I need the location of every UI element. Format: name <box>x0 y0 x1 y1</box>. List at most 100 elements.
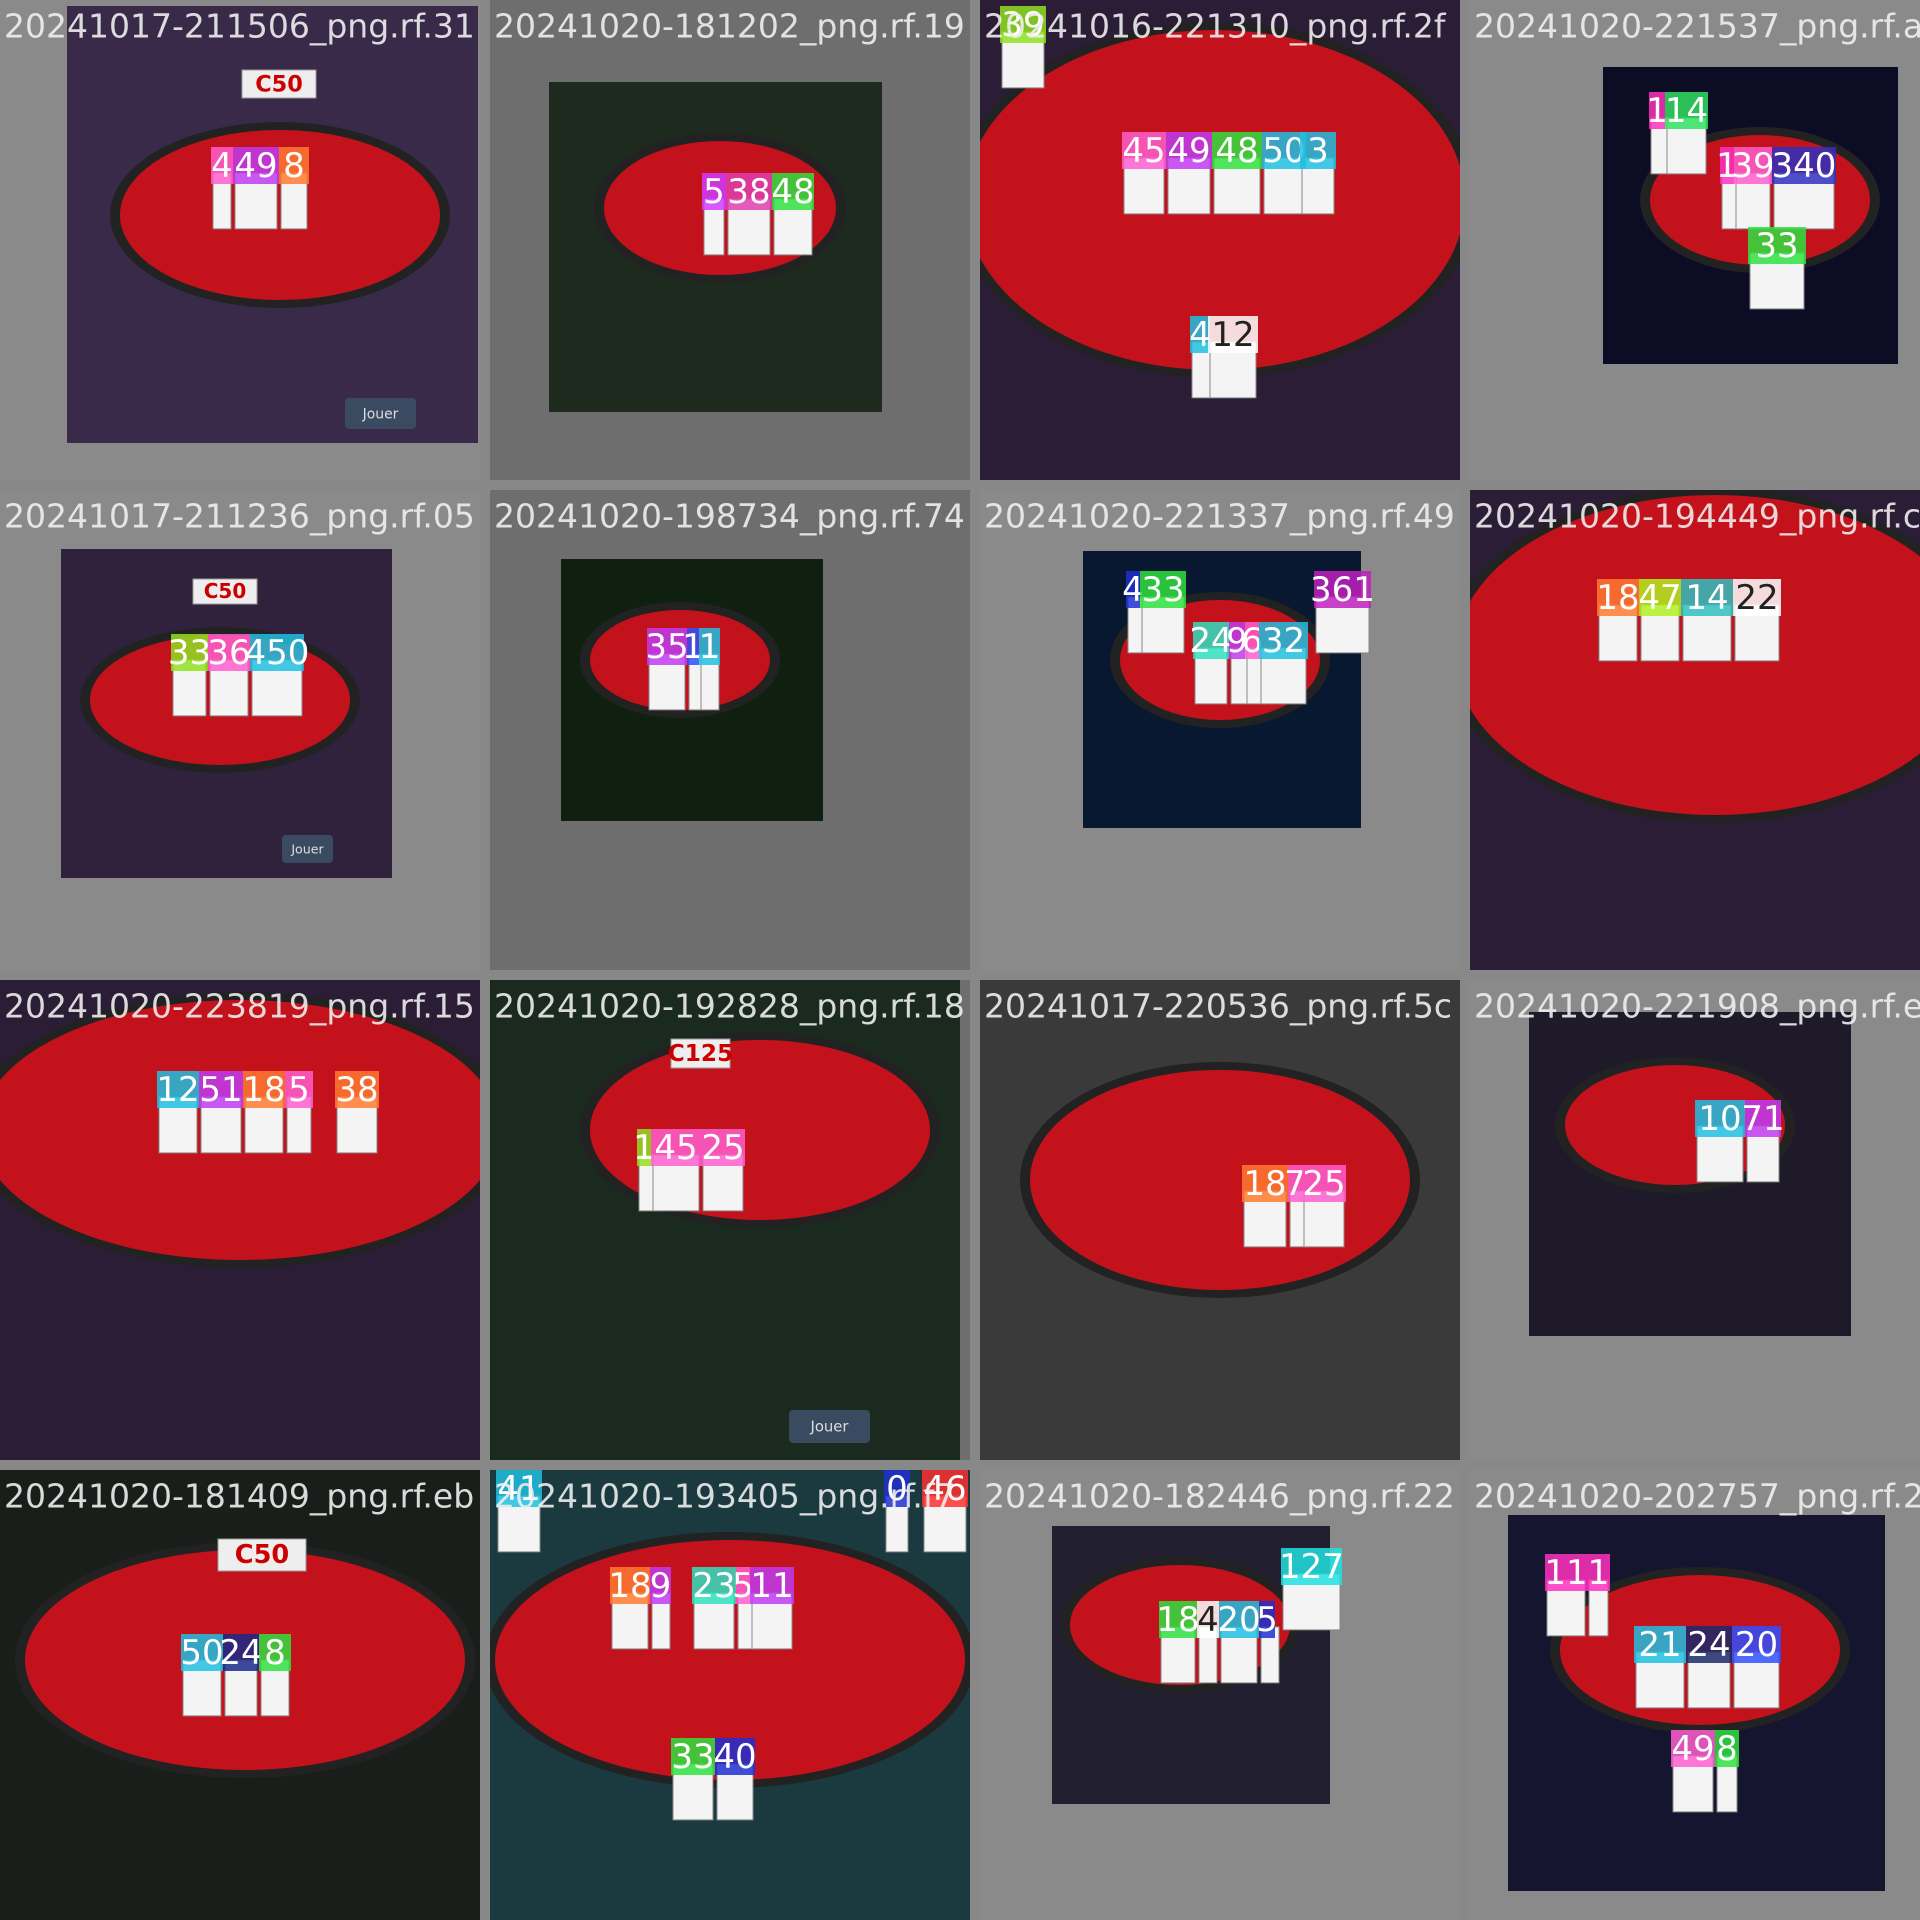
pot-text: C50 <box>235 1540 289 1570</box>
label-text: 25 <box>701 1128 744 1168</box>
label-text: 5 <box>703 172 725 212</box>
tile-caption: 20241020-193405_png.rf.f7 <box>494 1477 956 1516</box>
label-text: 1 <box>682 627 704 667</box>
label-text: 5 <box>732 1566 754 1606</box>
label-text: 45 <box>1122 131 1165 171</box>
label-box <box>233 147 279 184</box>
table-felt <box>120 130 440 300</box>
label-box <box>250 634 304 671</box>
tile-caption: 20241020-194449_png.rf.cc <box>1474 497 1920 536</box>
play-button <box>789 1410 870 1443</box>
label-text: 47 <box>1638 578 1681 618</box>
label-box <box>1302 1165 1346 1202</box>
label-box <box>1734 147 1772 184</box>
label-box <box>1720 147 1734 184</box>
tile: 11 1 21 24 20 49 8 20241020-202757_png.rf.2c <box>1470 1470 1920 1920</box>
label-text: 361 <box>1310 570 1375 610</box>
label-box <box>1242 1165 1288 1202</box>
label-text: 33 <box>671 1737 714 1777</box>
label-box <box>1190 316 1210 353</box>
play-button-text: Jouer <box>290 842 324 857</box>
label-box <box>1715 1730 1739 1767</box>
label-box <box>637 1129 651 1166</box>
label-text: 20 <box>1217 1600 1260 1640</box>
label-box <box>157 1071 199 1108</box>
label-text: 21 <box>1638 1625 1681 1665</box>
label-text: 14 <box>1685 578 1728 618</box>
tile-caption: 20241020-221337_png.rf.49 <box>984 497 1455 536</box>
label-text: 12 <box>156 1070 199 1110</box>
label-text: 40 <box>713 1737 756 1777</box>
play-button <box>345 398 416 429</box>
label-box <box>1219 1601 1259 1638</box>
label-text: 41 <box>497 1469 540 1509</box>
label-text: 6 <box>1241 621 1263 661</box>
label-box <box>1229 622 1245 659</box>
label-box <box>496 1470 542 1507</box>
label-text: 10 <box>1698 1099 1741 1139</box>
label-text: 8 <box>264 1633 286 1673</box>
label-text: 25 <box>1302 1164 1345 1204</box>
label-text: 11 <box>1544 1553 1587 1593</box>
label-text: 340 <box>1772 146 1837 186</box>
label-box <box>1314 571 1371 608</box>
label-text: 8 <box>283 146 305 186</box>
label-text: 5 <box>288 1070 310 1110</box>
label-box <box>1671 1730 1715 1767</box>
play-button-text: Jouer <box>809 1418 849 1436</box>
tile: 5 38 48 20241020-181202_png.rf.19 <box>490 0 970 480</box>
label-box <box>181 1634 223 1671</box>
label-text: 20 <box>1735 1625 1778 1665</box>
label-text: 23 <box>692 1566 735 1606</box>
label-text: 18 <box>1156 1600 1199 1640</box>
label-box <box>736 1567 750 1604</box>
label-box <box>1681 579 1733 616</box>
label-text: 45 <box>654 1128 697 1168</box>
label-text: 1 <box>1716 146 1738 186</box>
label-box <box>1140 571 1186 608</box>
tile: 10 71 20241020-221908_png.rf.e9 <box>1470 980 1920 1460</box>
label-box <box>1193 622 1229 659</box>
label-box <box>671 1738 715 1775</box>
label-box <box>208 634 250 671</box>
label-text: 49 <box>1167 131 1210 171</box>
label-box <box>1748 227 1806 264</box>
label-box <box>223 1634 259 1671</box>
label-text: 22 <box>1735 578 1778 618</box>
label-box <box>1166 132 1212 169</box>
play-button-text: Jouer <box>362 407 399 423</box>
label-box <box>1000 6 1046 43</box>
label-text: 50 <box>1262 131 1305 171</box>
label-box <box>1245 622 1259 659</box>
label-box <box>1259 622 1308 659</box>
label-box <box>701 1129 745 1166</box>
play-button <box>282 835 333 863</box>
label-box <box>1197 1601 1219 1638</box>
label-box <box>1686 1626 1732 1663</box>
label-text: 38 <box>335 1070 378 1110</box>
label-box <box>259 1634 291 1671</box>
tile-caption: 20241020-182446_png.rf.22 <box>984 1477 1455 1516</box>
tile: C50 Jouer 4 49 8 20241017-211506_png.rf.31 <box>0 0 480 480</box>
label-text: 24 <box>1189 621 1232 661</box>
label-text: 4 <box>1189 315 1211 355</box>
label-box <box>699 628 720 665</box>
label-text: 9 <box>650 1566 672 1606</box>
label-box <box>1212 132 1262 169</box>
label-box <box>715 1738 755 1775</box>
label-box <box>1665 92 1708 129</box>
label-box <box>199 1071 243 1108</box>
label-box <box>1649 92 1665 129</box>
label-box <box>1545 1554 1587 1591</box>
label-text: 32 <box>1262 621 1305 661</box>
label-box <box>750 1567 794 1604</box>
label-text: 1 <box>633 1128 655 1168</box>
label-box <box>702 173 726 210</box>
tile-caption: 20241020-181202_png.rf.19 <box>494 7 965 46</box>
label-text: 1 <box>1646 91 1668 131</box>
